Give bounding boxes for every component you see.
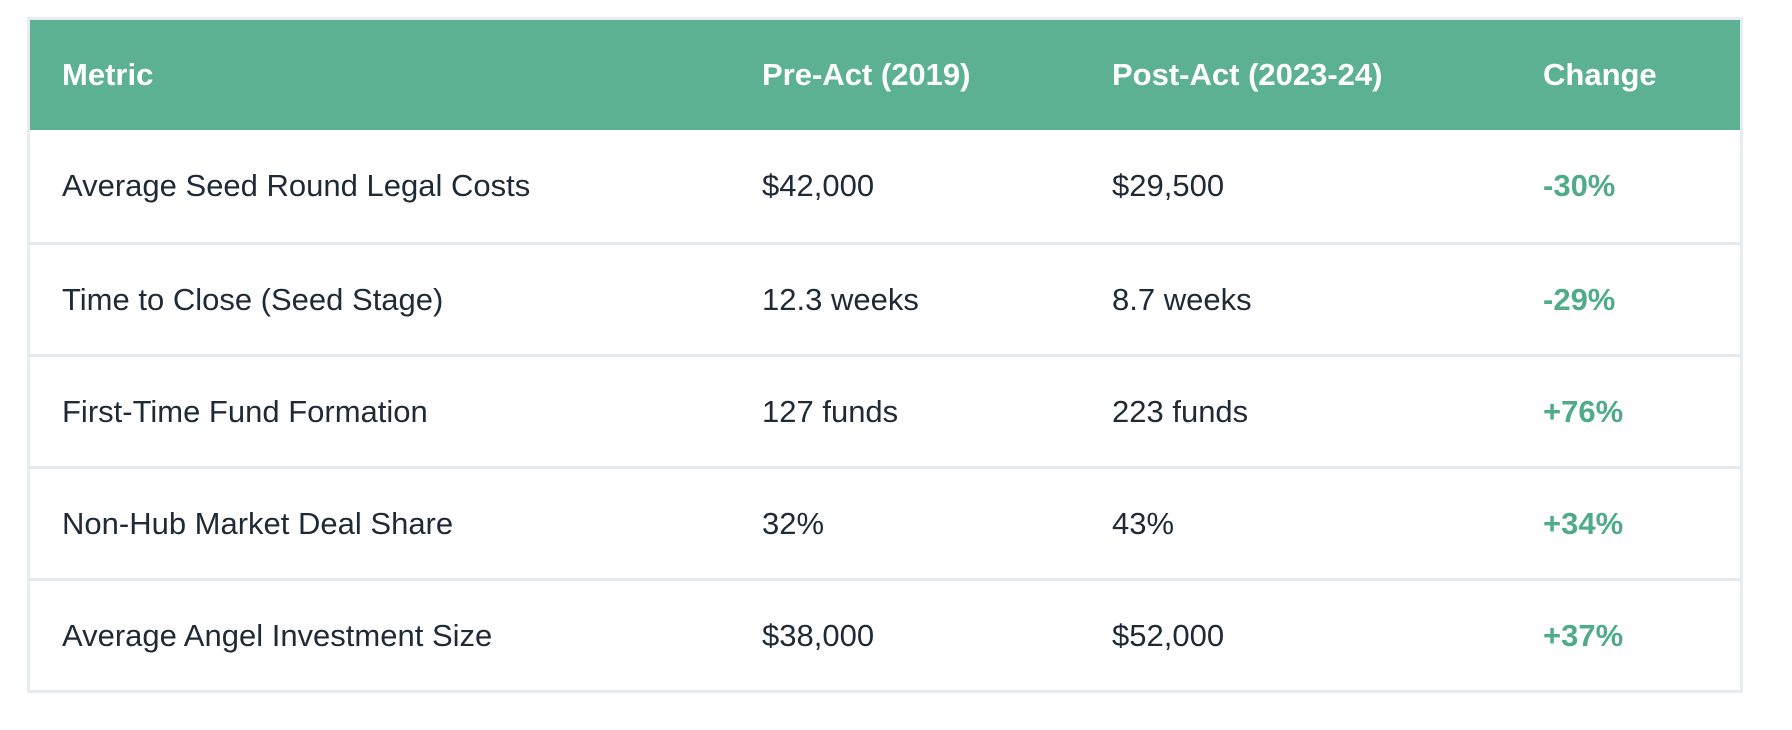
table-row: Time to Close (Seed Stage) 12.3 weeks 8.…: [30, 242, 1740, 354]
change-cell: +37%: [1511, 578, 1740, 690]
pre-act-cell: $38,000: [730, 578, 1080, 690]
change-cell: +76%: [1511, 354, 1740, 466]
column-header-change: Change: [1511, 20, 1740, 130]
change-cell: -29%: [1511, 242, 1740, 354]
metric-cell: Non-Hub Market Deal Share: [30, 466, 730, 578]
metrics-table: Metric Pre-Act (2019) Post-Act (2023-24)…: [30, 20, 1740, 690]
change-cell: +34%: [1511, 466, 1740, 578]
pre-act-cell: $42,000: [730, 130, 1080, 242]
post-act-cell: 8.7 weeks: [1080, 242, 1511, 354]
column-header-post-act: Post-Act (2023-24): [1080, 20, 1511, 130]
post-act-cell: 223 funds: [1080, 354, 1511, 466]
column-header-pre-act: Pre-Act (2019): [730, 20, 1080, 130]
metric-cell: Time to Close (Seed Stage): [30, 242, 730, 354]
metric-cell: Average Seed Round Legal Costs: [30, 130, 730, 242]
table-row: First-Time Fund Formation 127 funds 223 …: [30, 354, 1740, 466]
table-row: Average Seed Round Legal Costs $42,000 $…: [30, 130, 1740, 242]
metric-cell: Average Angel Investment Size: [30, 578, 730, 690]
table-header-row: Metric Pre-Act (2019) Post-Act (2023-24)…: [30, 20, 1740, 130]
table-row: Non-Hub Market Deal Share 32% 43% +34%: [30, 466, 1740, 578]
metric-cell: First-Time Fund Formation: [30, 354, 730, 466]
post-act-cell: 43%: [1080, 466, 1511, 578]
change-cell: -30%: [1511, 130, 1740, 242]
post-act-cell: $52,000: [1080, 578, 1511, 690]
pre-act-cell: 127 funds: [730, 354, 1080, 466]
post-act-cell: $29,500: [1080, 130, 1511, 242]
pre-act-cell: 12.3 weeks: [730, 242, 1080, 354]
column-header-metric: Metric: [30, 20, 730, 130]
metrics-table-container: Metric Pre-Act (2019) Post-Act (2023-24)…: [27, 17, 1743, 693]
pre-act-cell: 32%: [730, 466, 1080, 578]
table-row: Average Angel Investment Size $38,000 $5…: [30, 578, 1740, 690]
